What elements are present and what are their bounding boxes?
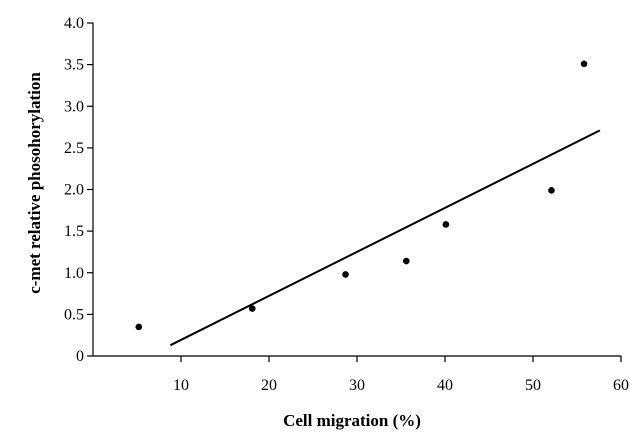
y-axis: 0 0.5 1.0 1.5 2.0 2.5 3.0 3.5 4.0 xyxy=(64,15,94,365)
data-point xyxy=(248,305,256,312)
y-tick-label: 2.0 xyxy=(64,182,84,199)
x-tick-label: 10 xyxy=(173,377,189,394)
data-point xyxy=(402,257,410,265)
x-tick-label: 30 xyxy=(349,377,365,394)
data-point xyxy=(548,187,555,194)
y-tick-label: 1.5 xyxy=(64,223,84,240)
trendline-layer xyxy=(169,129,601,347)
y-tick-label: 2.5 xyxy=(64,140,84,157)
x-tick-label: 40 xyxy=(437,377,453,394)
y-tick-label: 0.5 xyxy=(64,306,84,323)
y-tick-label: 1.0 xyxy=(64,265,84,282)
y-tick-label: 4.0 xyxy=(64,15,84,32)
x-tick-label: 20 xyxy=(261,377,277,394)
y-tick-label: 3.5 xyxy=(64,57,84,74)
points-layer xyxy=(135,60,588,331)
data-point xyxy=(342,271,349,278)
y-tick-label: 0 xyxy=(76,348,84,365)
x-axis-title: Cell migration (%) xyxy=(283,411,421,430)
y-axis-title: c-met relative phosohorylation xyxy=(25,72,44,294)
x-tick-label: 60 xyxy=(613,377,629,394)
x-axis: 10 20 30 40 50 60 xyxy=(93,355,629,394)
y-tick-label: 3.0 xyxy=(64,98,84,115)
data-point xyxy=(442,221,450,228)
data-point xyxy=(580,60,588,68)
trendline xyxy=(169,129,601,347)
x-tick-label: 50 xyxy=(525,377,541,394)
data-point xyxy=(135,323,143,331)
